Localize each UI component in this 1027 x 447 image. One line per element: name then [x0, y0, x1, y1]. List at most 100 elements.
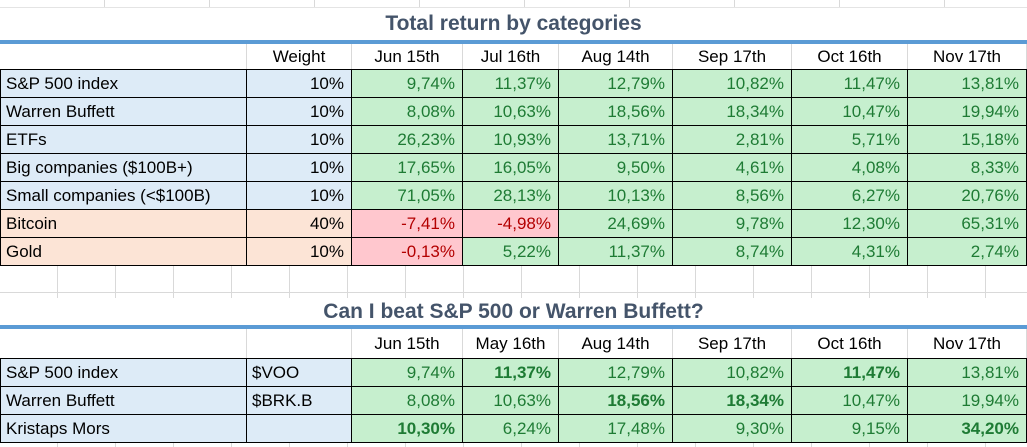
- table-row: Warren Buffett $BRK.B 8,08% 10,63% 18,56% 18,…: [0, 387, 1027, 415]
- column-header[interactable]: Aug 14th: [559, 329, 673, 358]
- value-cell[interactable]: 26,23%: [352, 126, 463, 154]
- value-cell[interactable]: 10,47%: [792, 387, 908, 415]
- value-cell[interactable]: 18,56%: [559, 98, 673, 126]
- value-cell[interactable]: 10,63%: [463, 98, 559, 126]
- row-label[interactable]: Warren Buffett: [0, 387, 247, 415]
- value-cell[interactable]: 11,37%: [463, 70, 559, 98]
- value-cell[interactable]: 11,37%: [559, 238, 673, 266]
- value-cell[interactable]: 71,05%: [352, 182, 463, 210]
- value-cell[interactable]: 10,93%: [463, 126, 559, 154]
- value-cell[interactable]: 2,81%: [673, 126, 792, 154]
- column-header[interactable]: [0, 329, 247, 358]
- value-cell[interactable]: 9,74%: [352, 359, 463, 387]
- row-label[interactable]: Big companies ($100B+): [0, 154, 247, 182]
- value-cell[interactable]: 10,63%: [463, 387, 559, 415]
- value-cell[interactable]: 11,37%: [463, 359, 559, 387]
- value-cell[interactable]: 13,71%: [559, 126, 673, 154]
- column-header[interactable]: Sep 17th: [673, 44, 792, 69]
- value-cell[interactable]: 9,15%: [792, 415, 908, 443]
- column-header[interactable]: Oct 16th: [792, 44, 908, 69]
- value-cell[interactable]: 65,31%: [908, 210, 1027, 238]
- value-cell[interactable]: 11,47%: [792, 70, 908, 98]
- table-row: Bitcoin 40% -7,41% -4,98% 24,69% 9,78% 12,30% 6…: [0, 210, 1027, 238]
- value-cell[interactable]: 12,79%: [559, 359, 673, 387]
- value-cell[interactable]: 24,69%: [559, 210, 673, 238]
- weight-cell[interactable]: 40%: [247, 210, 352, 238]
- weight-cell[interactable]: 10%: [247, 154, 352, 182]
- value-cell[interactable]: 4,31%: [792, 238, 908, 266]
- value-cell[interactable]: 9,30%: [673, 415, 792, 443]
- weight-cell[interactable]: 10%: [247, 238, 352, 266]
- value-cell[interactable]: 18,34%: [673, 387, 792, 415]
- column-header[interactable]: Aug 14th: [559, 44, 673, 69]
- value-cell[interactable]: 5,22%: [463, 238, 559, 266]
- row-label[interactable]: Small companies (<$100B): [0, 182, 247, 210]
- value-cell[interactable]: 8,56%: [673, 182, 792, 210]
- value-cell[interactable]: 17,65%: [352, 154, 463, 182]
- column-header[interactable]: May 16th: [463, 329, 559, 358]
- table2-title[interactable]: Can I beat S&P 500 or Warren Buffett?: [323, 299, 704, 323]
- value-cell[interactable]: 9,50%: [559, 154, 673, 182]
- value-cell[interactable]: 8,33%: [908, 154, 1027, 182]
- value-cell[interactable]: 20,76%: [908, 182, 1027, 210]
- column-header[interactable]: Jul 16th: [463, 44, 559, 69]
- value-cell[interactable]: 28,13%: [463, 182, 559, 210]
- value-cell[interactable]: 34,20%: [908, 415, 1027, 443]
- value-cell[interactable]: 18,56%: [559, 387, 673, 415]
- value-cell[interactable]: 4,61%: [673, 154, 792, 182]
- ticker-cell[interactable]: $BRK.B: [247, 387, 352, 415]
- value-cell[interactable]: 17,48%: [559, 415, 673, 443]
- column-header[interactable]: Jun 15th: [352, 44, 463, 69]
- value-cell[interactable]: 19,94%: [908, 387, 1027, 415]
- row-label[interactable]: Kristaps Mors: [0, 415, 247, 443]
- value-cell[interactable]: 18,34%: [673, 98, 792, 126]
- value-cell[interactable]: 9,78%: [673, 210, 792, 238]
- value-cell[interactable]: -4,98%: [463, 210, 559, 238]
- value-cell[interactable]: 16,05%: [463, 154, 559, 182]
- value-cell[interactable]: 10,47%: [792, 98, 908, 126]
- value-cell[interactable]: 19,94%: [908, 98, 1027, 126]
- row-label[interactable]: S&P 500 index: [0, 359, 247, 387]
- value-cell[interactable]: 8,08%: [352, 98, 463, 126]
- value-cell[interactable]: 12,30%: [792, 210, 908, 238]
- value-cell[interactable]: 2,74%: [908, 238, 1027, 266]
- row-label[interactable]: Bitcoin: [0, 210, 247, 238]
- value-cell[interactable]: -0,13%: [352, 238, 463, 266]
- value-cell[interactable]: 6,27%: [792, 182, 908, 210]
- value-cell[interactable]: 12,79%: [559, 70, 673, 98]
- column-header[interactable]: [0, 44, 247, 69]
- value-cell[interactable]: 10,13%: [559, 182, 673, 210]
- ticker-cell[interactable]: [247, 415, 352, 443]
- value-cell[interactable]: 4,08%: [792, 154, 908, 182]
- value-cell[interactable]: 6,24%: [463, 415, 559, 443]
- column-header[interactable]: Weight: [247, 44, 352, 69]
- value-cell[interactable]: 11,47%: [792, 359, 908, 387]
- weight-cell[interactable]: 10%: [247, 98, 352, 126]
- column-header[interactable]: Jun 15th: [352, 329, 463, 358]
- value-cell[interactable]: 9,74%: [352, 70, 463, 98]
- value-cell[interactable]: 13,81%: [908, 359, 1027, 387]
- weight-cell[interactable]: 10%: [247, 70, 352, 98]
- column-header[interactable]: Oct 16th: [792, 329, 908, 358]
- value-cell[interactable]: 10,82%: [673, 70, 792, 98]
- column-header[interactable]: Sep 17th: [673, 329, 792, 358]
- value-cell[interactable]: 5,71%: [792, 126, 908, 154]
- row-label[interactable]: ETFs: [0, 126, 247, 154]
- row-label[interactable]: Warren Buffett: [0, 98, 247, 126]
- weight-cell[interactable]: 10%: [247, 126, 352, 154]
- table1-title[interactable]: Total return by categories: [385, 12, 642, 35]
- value-cell[interactable]: 13,81%: [908, 70, 1027, 98]
- value-cell[interactable]: 10,30%: [352, 415, 463, 443]
- row-label[interactable]: Gold: [0, 238, 247, 266]
- ticker-cell[interactable]: $VOO: [247, 359, 352, 387]
- value-cell[interactable]: 15,18%: [908, 126, 1027, 154]
- value-cell[interactable]: 8,08%: [352, 387, 463, 415]
- weight-cell[interactable]: 10%: [247, 182, 352, 210]
- value-cell[interactable]: 10,82%: [673, 359, 792, 387]
- value-cell[interactable]: 8,74%: [673, 238, 792, 266]
- value-cell[interactable]: -7,41%: [352, 210, 463, 238]
- column-header[interactable]: [247, 329, 352, 358]
- column-header[interactable]: Nov 17th: [908, 329, 1027, 358]
- column-header[interactable]: Nov 17th: [908, 44, 1027, 69]
- row-label[interactable]: S&P 500 index: [0, 70, 247, 98]
